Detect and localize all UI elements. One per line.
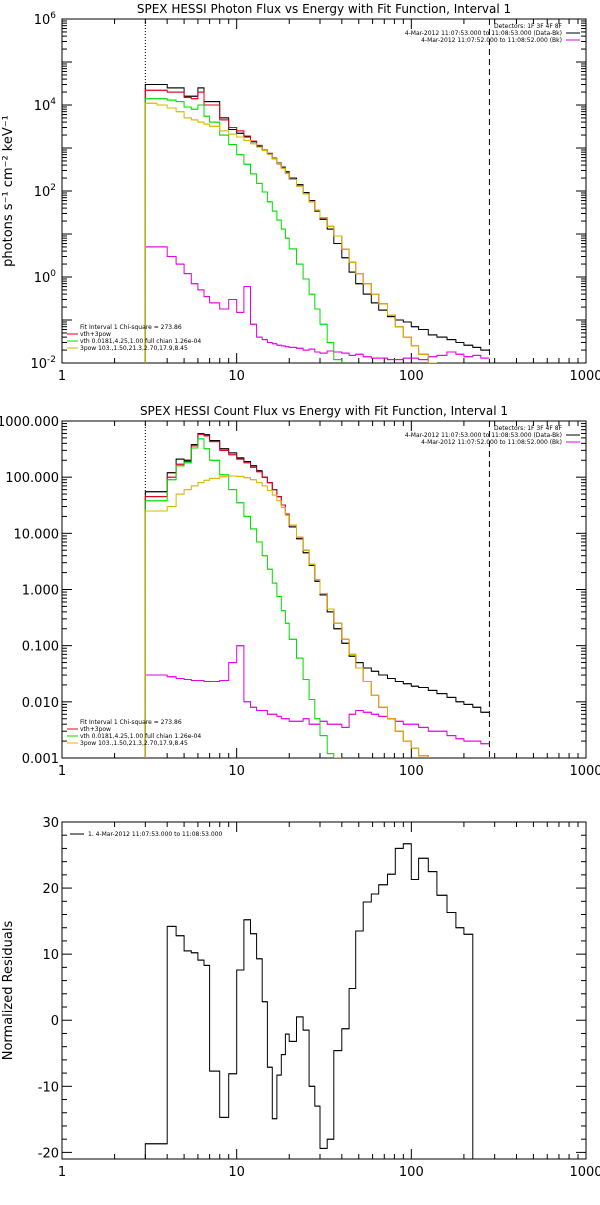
x-tick-label: 1 (58, 764, 66, 779)
chart-title: SPEX HESSI Count Flux vs Energy with Fit… (140, 404, 508, 418)
series-line (144, 438, 342, 758)
series-data-bk (144, 84, 490, 363)
series-1- (144, 843, 490, 1159)
x-tick-label: 10 (228, 369, 245, 384)
series-line (144, 475, 429, 758)
y-tick-exponent: 2 (50, 183, 56, 193)
series-vth (144, 438, 342, 758)
y-tick-label: 20 (42, 882, 59, 897)
legend-text: 1. 4-Mar-2012 11:07:53.000 to 11:08:53.0… (88, 831, 223, 838)
fit-text: Fit Interval 1 Chi-square = 273.86 (80, 324, 182, 331)
fit-text: vth+3pow (80, 726, 111, 733)
series-line (144, 246, 490, 363)
chart-panel-3: 1 10 100 1000 -20 -10 0 10 20 30 Normalized Residu… (1, 816, 600, 1180)
x-tick-label: 1 (58, 1165, 66, 1180)
x-tick-label: 10 (228, 764, 245, 779)
series-data-bk (144, 433, 490, 758)
y-tick-base: 10 (34, 271, 51, 286)
y-tick-label: 1000.000 (0, 415, 59, 430)
y-tick-label: -20 (38, 1146, 59, 1161)
y-axis-label: Normalized Residuals (1, 921, 16, 1061)
y-tick-exponent: -2 (47, 355, 56, 365)
y-tick-base: 10 (30, 357, 47, 372)
header-text: 4-Mar-2012 11:07:52.000 to 11:08:52.000 … (421, 37, 562, 44)
series-line (144, 102, 437, 363)
series-3pow (144, 475, 429, 758)
y-tick-label: 10.000 (14, 527, 60, 542)
series-line (144, 89, 437, 363)
y-tick-exponent: 6 (50, 11, 56, 21)
fit-text: vth 0.0181,4.25,1.00 full chian 1.26e-04 (80, 338, 201, 345)
y-tick-exponent: 4 (50, 97, 56, 107)
fit-text: 3pow 103.,1.50,21.3,2.70,17.9,8.45 (80, 345, 188, 352)
x-tick-label: 1000 (569, 764, 600, 779)
chart-panel-2: SPEX HESSI Count Flux vs Energy with Fit… (0, 404, 600, 779)
fit-text: 3pow 103.,1.50,21.3,2.70,17.9,8.45 (80, 740, 188, 747)
plot-frame (61, 821, 587, 1160)
series-line (144, 98, 343, 363)
series-background (144, 246, 490, 363)
x-tick-label: 10 (228, 1165, 245, 1180)
series-line (144, 433, 429, 758)
series-background (144, 645, 490, 758)
y-tick-label: 0.010 (22, 696, 59, 711)
plot-frame (61, 18, 587, 364)
x-tick-label: 100 (399, 764, 424, 779)
x-tick-label: 1000 (569, 369, 600, 384)
series-group (144, 843, 490, 1159)
y-tick-label: 100 (34, 269, 57, 286)
y-tick-label: 104 (34, 97, 57, 114)
y-tick-base: 10 (34, 99, 51, 114)
header-text: 4-Mar-2012 11:07:52.000 to 11:08:52.000 … (421, 439, 562, 446)
y-axis-label: photons s⁻¹ cm⁻² keV⁻¹ (1, 115, 16, 267)
y-tick-label: 106 (34, 11, 57, 28)
series-line (144, 843, 490, 1159)
fit-text: vth+3pow (80, 331, 111, 338)
fit-text: Fit Interval 1 Chi-square = 273.86 (80, 719, 182, 726)
x-tick-label: 100 (399, 1165, 424, 1180)
header-text: 4-Mar-2012 11:07:53.000 to 11:08:53.000 … (405, 432, 562, 439)
series-vth-3pow (144, 433, 429, 758)
chart-title: SPEX HESSI Photon Flux vs Energy with Fi… (137, 2, 511, 16)
series-3pow (144, 102, 437, 363)
header-text: Detectors: 1F 3F 4F 8F (494, 23, 563, 30)
x-tick-label: 1 (58, 369, 66, 384)
x-tick-label: 1000 (569, 1165, 600, 1180)
series-line (144, 645, 490, 758)
header-text: Detectors: 1F 3F 4F 8F (494, 425, 563, 432)
y-tick-base: 10 (34, 185, 51, 200)
series-line (144, 84, 490, 363)
series-vth (144, 98, 343, 363)
series-group (144, 84, 490, 363)
y-tick-label: 10-2 (30, 355, 56, 372)
y-tick-label: 0.100 (22, 640, 59, 655)
y-tick-base: 10 (34, 13, 51, 28)
y-tick-label: 100.000 (5, 471, 59, 486)
y-tick-exponent: 0 (50, 269, 56, 279)
y-tick-label: 10 (42, 948, 59, 963)
y-tick-label: 0 (51, 1014, 59, 1029)
series-vth-3pow (144, 89, 437, 363)
series-line (144, 433, 490, 758)
y-tick-label: 1.000 (22, 584, 59, 599)
plot-frame (61, 420, 587, 759)
header-text: 4-Mar-2012 11:07:53.000 to 11:08:53.000 … (405, 30, 562, 37)
y-tick-label: 0.001 (22, 752, 59, 767)
x-tick-label: 100 (399, 369, 424, 384)
chart-panel-1: SPEX HESSI Photon Flux vs Energy with Fi… (1, 2, 600, 384)
y-tick-label: -10 (38, 1080, 59, 1095)
y-tick-label: 30 (42, 816, 59, 831)
y-tick-label: 102 (34, 183, 56, 200)
fit-text: vth 0.0181,4.25,1.00 full chian 1.26e-04 (80, 733, 201, 740)
series-group (144, 433, 490, 758)
